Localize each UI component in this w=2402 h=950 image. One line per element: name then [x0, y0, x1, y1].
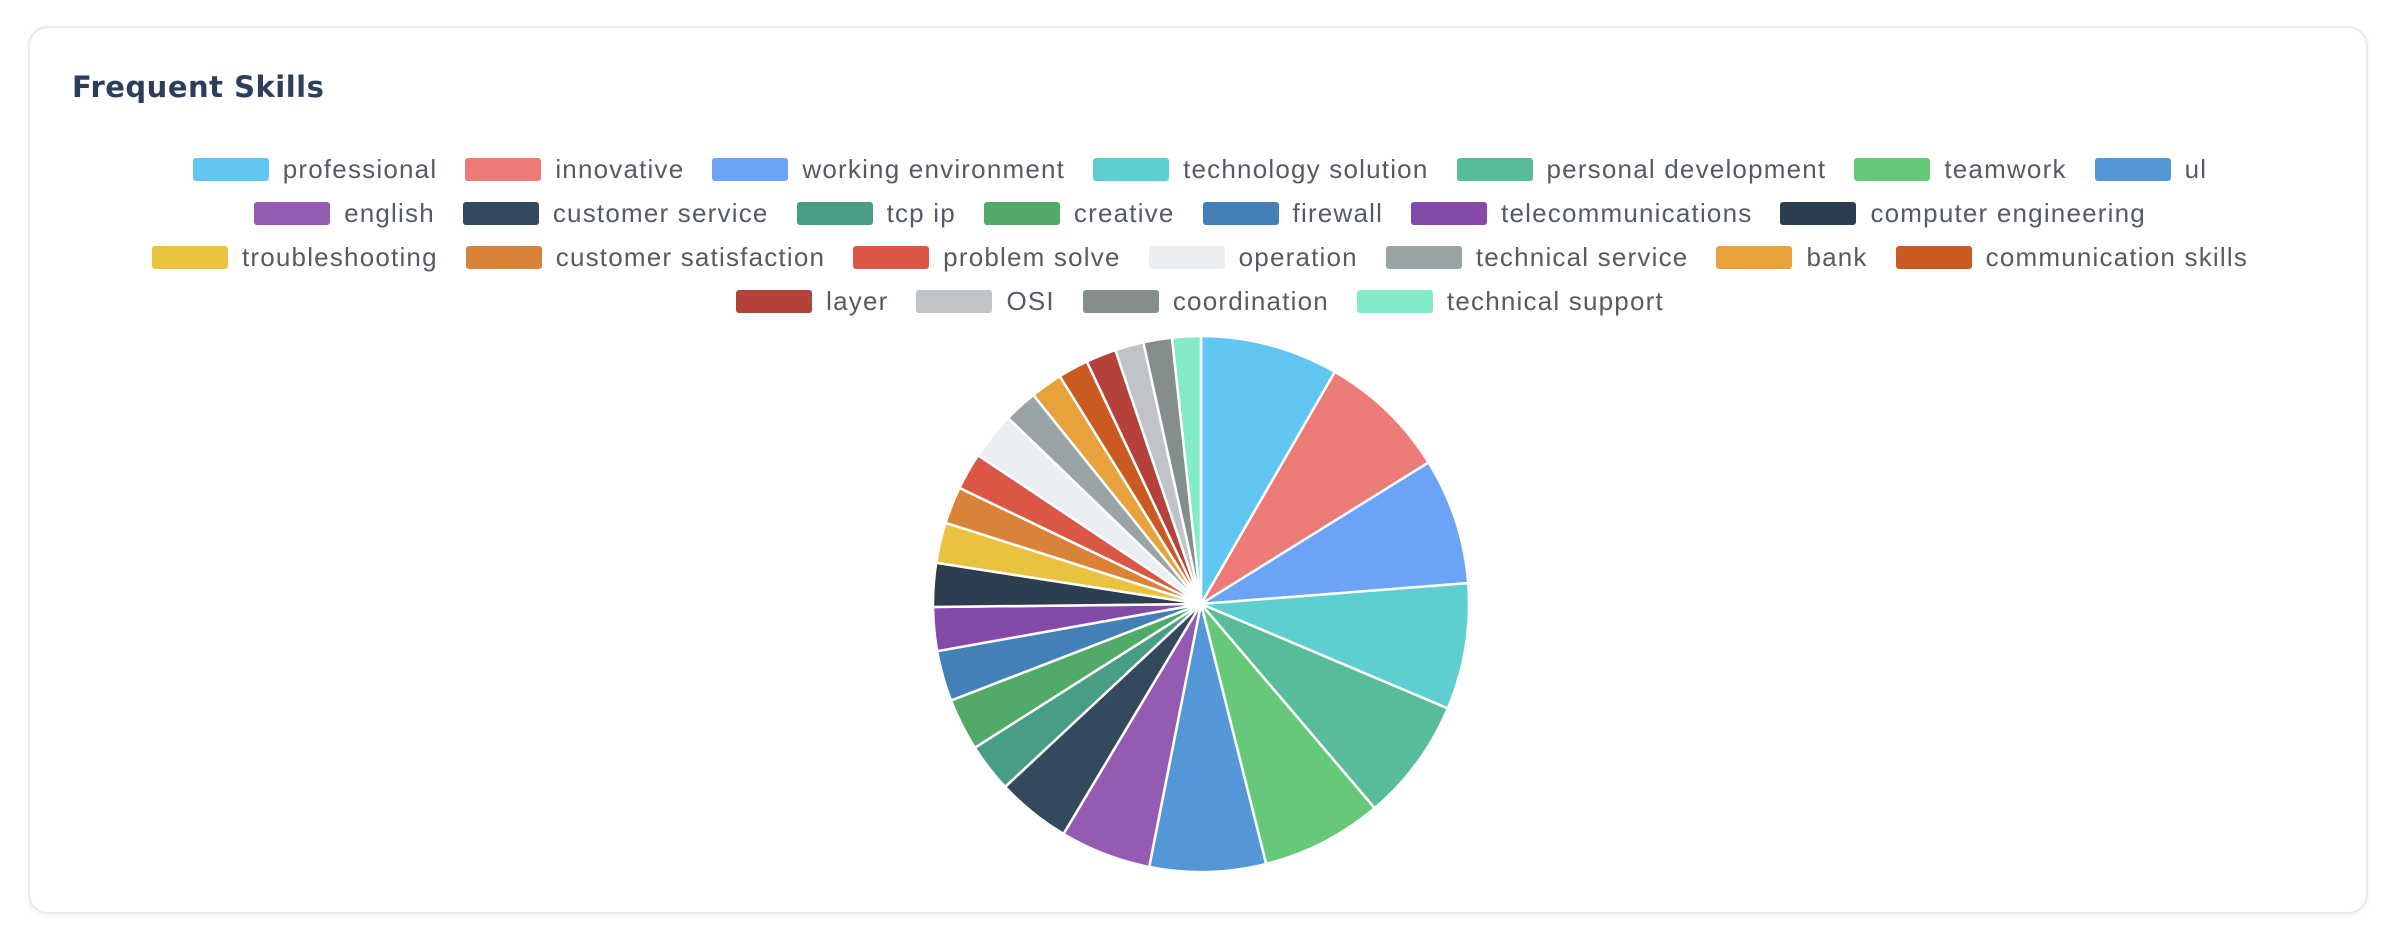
legend-label: firewall	[1292, 197, 1384, 228]
legend-swatch	[1854, 157, 1931, 181]
legend-item[interactable]: computer engineering	[1780, 198, 2146, 228]
legend-swatch	[983, 201, 1060, 225]
pie-slice-technical-support[interactable]	[1170, 334, 1203, 605]
legend-item[interactable]: technical service	[1385, 241, 1689, 272]
legend-swatch	[1148, 245, 1225, 269]
legend-swatch	[462, 201, 539, 225]
legend-label: troubleshooting	[241, 241, 438, 272]
legend-label: OSI	[1006, 285, 1055, 316]
legend-item[interactable]: OSI	[916, 286, 1054, 316]
legend-label: problem solve	[943, 241, 1121, 272]
legend-item[interactable]: working environment	[712, 154, 1065, 184]
legend-swatch	[1411, 201, 1488, 225]
legend-item[interactable]: creative	[983, 197, 1175, 228]
legend-swatch	[465, 245, 542, 269]
legend-swatch	[254, 201, 331, 225]
legend-item[interactable]: innovative	[465, 154, 684, 184]
legend-swatch	[151, 245, 228, 269]
legend-swatch	[1895, 245, 1972, 269]
legend-label: english	[344, 197, 435, 228]
pie-slice-personal-development[interactable]	[1200, 602, 1450, 810]
pie-slice-technology-solution[interactable]	[1200, 581, 1471, 711]
legend-item[interactable]: bank	[1716, 242, 1867, 272]
legend-label: teamwork	[1944, 153, 2067, 184]
legend-label: tcp ip	[886, 197, 956, 228]
legend-item[interactable]: coordination	[1082, 285, 1329, 316]
legend-item[interactable]: personal development	[1456, 153, 1827, 184]
legend-item[interactable]: teamwork	[1854, 154, 2066, 184]
legend-swatch	[736, 289, 813, 313]
pie-slice-working-environment[interactable]	[1200, 460, 1470, 606]
legend-item[interactable]: english	[254, 198, 435, 228]
legend-item[interactable]: professional	[192, 153, 438, 184]
legend-label: bank	[1806, 241, 1868, 272]
legend-item[interactable]: troubleshooting	[151, 241, 438, 272]
legend-item[interactable]: firewall	[1202, 197, 1384, 228]
legend-item[interactable]: layer	[736, 286, 888, 316]
legend-label: technical support	[1446, 285, 1664, 316]
legend-swatch	[465, 157, 542, 181]
pie-slice-professional[interactable]	[1199, 334, 1337, 609]
pie-slice-ul[interactable]	[1147, 603, 1268, 874]
legend-label: professional	[282, 153, 438, 184]
legend-label: telecommunications	[1501, 197, 1753, 228]
pie-slice-innovative[interactable]	[1199, 370, 1431, 606]
legend-label: customer service	[552, 197, 769, 228]
legend-item[interactable]: communication skills	[1895, 241, 2249, 272]
legend-swatch	[853, 245, 930, 269]
chart-legend: professional innovative working environmen…	[90, 154, 2310, 316]
legend-swatch	[796, 201, 873, 225]
legend-item[interactable]: customer satisfaction	[465, 241, 826, 272]
legend-swatch	[1093, 157, 1170, 181]
legend-label: working environment	[802, 153, 1066, 184]
legend-label: innovative	[555, 153, 685, 184]
legend-label: customer satisfaction	[555, 241, 826, 272]
legend-item[interactable]: tcp ip	[796, 197, 956, 228]
legend-label: computer engineering	[1870, 197, 2146, 228]
legend-label: technical service	[1475, 241, 1689, 272]
legend-item[interactable]: customer service	[462, 197, 769, 228]
legend-label: technology solution	[1183, 153, 1429, 184]
legend-item[interactable]: technology solution	[1093, 154, 1428, 184]
legend-item[interactable]: technical support	[1356, 285, 1664, 316]
legend-label: personal development	[1546, 153, 1827, 184]
legend-swatch	[1082, 289, 1159, 313]
legend-swatch	[1780, 201, 1857, 225]
legend-swatch	[1202, 201, 1279, 225]
legend-item[interactable]: telecommunications	[1411, 198, 1752, 228]
legend-item[interactable]: ul	[2094, 153, 2208, 184]
legend-swatch	[916, 289, 993, 313]
legend-swatch	[192, 157, 269, 181]
card-title: Frequent Skills	[72, 70, 325, 104]
legend-item[interactable]: operation	[1148, 241, 1358, 272]
legend-swatch	[2094, 157, 2171, 181]
legend-label: creative	[1073, 197, 1175, 228]
legend-label: operation	[1238, 241, 1358, 272]
legend-swatch	[712, 157, 789, 181]
legend-swatch	[1356, 289, 1433, 313]
pie-slice-teamwork[interactable]	[1199, 603, 1377, 866]
legend-label: ul	[2184, 153, 2208, 184]
legend-label: layer	[826, 285, 889, 316]
legend-swatch	[1385, 245, 1462, 269]
legend-swatch	[1716, 245, 1793, 269]
legend-item[interactable]: problem solve	[853, 242, 1120, 272]
legend-swatch	[1456, 157, 1533, 181]
legend-label: coordination	[1172, 285, 1329, 316]
legend-label: communication skills	[1985, 241, 2249, 272]
